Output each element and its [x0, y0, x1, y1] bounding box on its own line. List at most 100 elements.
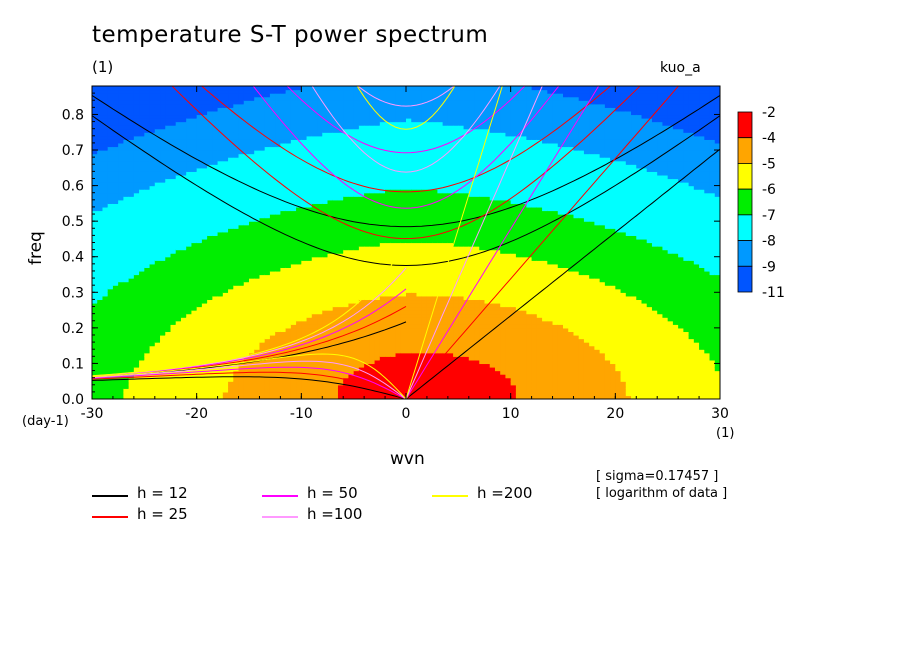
heatmap-cell	[301, 185, 308, 190]
heatmap-cell	[337, 86, 344, 91]
heatmap-cell	[102, 285, 109, 290]
heatmap-cell	[317, 249, 323, 254]
heatmap-cell	[322, 381, 329, 386]
heatmap-cell	[160, 214, 166, 219]
heatmap-cell	[175, 221, 182, 226]
heatmap-cell	[133, 377, 140, 382]
heatmap-cell	[107, 285, 114, 290]
heatmap-cell	[228, 182, 234, 187]
heatmap-cell	[322, 256, 329, 261]
heatmap-cell	[306, 302, 313, 308]
heatmap-cell	[264, 349, 271, 354]
heatmap-cell	[191, 331, 198, 336]
heatmap-cell	[364, 331, 370, 336]
heatmap-cell	[290, 228, 297, 233]
heatmap-cell	[249, 121, 255, 126]
heatmap-cell	[343, 374, 350, 379]
heatmap-cell	[217, 270, 224, 276]
heatmap-cell	[254, 100, 261, 105]
heatmap-cell	[191, 263, 198, 268]
heatmap-cell	[212, 210, 219, 215]
heatmap-cell	[133, 103, 140, 108]
heatmap-cell	[353, 359, 360, 365]
heatmap-cell	[191, 352, 198, 357]
heatmap-cell	[196, 285, 203, 290]
heatmap-cell	[243, 327, 250, 333]
heatmap-cell	[317, 374, 323, 379]
heatmap-cell	[144, 171, 151, 176]
heatmap-cell	[165, 391, 172, 397]
heatmap-cell	[207, 281, 213, 286]
heatmap-cell	[358, 153, 365, 158]
heatmap-cell	[264, 238, 271, 244]
heatmap-cell	[102, 185, 109, 190]
heatmap-cell	[165, 135, 172, 140]
heatmap-cell	[254, 221, 261, 226]
heatmap-cell	[97, 299, 104, 304]
heatmap-cell	[233, 374, 240, 379]
heatmap-cell	[186, 381, 193, 386]
heatmap-cell	[212, 231, 219, 236]
heatmap-cell	[196, 263, 203, 268]
heatmap-cell	[285, 249, 292, 254]
heatmap-cell	[112, 338, 119, 343]
heatmap-cell	[222, 288, 229, 293]
heatmap-cell	[128, 253, 135, 258]
heatmap-cell	[275, 310, 281, 315]
heatmap-cell	[212, 132, 219, 137]
heatmap-cell	[337, 103, 344, 108]
heatmap-cell	[222, 238, 229, 244]
heatmap-cell	[149, 100, 156, 105]
heatmap-cell	[296, 121, 302, 126]
heatmap-cell	[238, 150, 245, 155]
heatmap-cell	[118, 270, 124, 276]
heatmap-cell	[369, 103, 376, 108]
heatmap-cell	[337, 182, 344, 187]
heatmap-cell	[107, 231, 114, 236]
heatmap-cell	[233, 349, 240, 354]
heatmap-cell	[112, 359, 119, 365]
heatmap-cell	[133, 285, 140, 290]
heatmap-cell	[249, 391, 255, 397]
heatmap-cell	[144, 192, 151, 197]
heatmap-cell	[217, 103, 224, 108]
heatmap-cell	[249, 295, 255, 301]
heatmap-cell	[149, 246, 156, 251]
heatmap-cell	[133, 352, 140, 357]
heatmap-cell	[275, 121, 281, 126]
heatmap-cell	[311, 142, 318, 148]
heatmap-cell	[92, 153, 98, 158]
heatmap-cell	[97, 110, 104, 116]
heatmap-cell	[353, 174, 360, 180]
heatmap-cell	[306, 189, 313, 194]
heatmap-cell	[337, 171, 344, 176]
heatmap-cell	[92, 246, 98, 251]
heatmap-cell	[343, 313, 350, 318]
heatmap-cell	[385, 292, 391, 297]
heatmap-cell	[332, 135, 339, 140]
heatmap-cell	[160, 89, 166, 94]
heatmap-cell	[191, 132, 198, 137]
heatmap-cell	[160, 93, 166, 98]
heatmap-cell	[269, 352, 276, 357]
heatmap-cell	[374, 374, 381, 379]
heatmap-cell	[358, 331, 365, 336]
heatmap-cell	[222, 93, 229, 98]
heatmap-cell	[348, 391, 355, 397]
heatmap-cell	[217, 185, 224, 190]
heatmap-cell	[149, 210, 156, 215]
heatmap-cell	[369, 89, 376, 94]
heatmap-cell	[165, 342, 172, 347]
heatmap-cell	[102, 132, 109, 137]
heatmap-cell	[201, 210, 208, 215]
heatmap-cell	[175, 263, 182, 268]
heatmap-cell	[144, 388, 151, 393]
heatmap-cell	[207, 260, 213, 265]
heatmap-cell	[306, 228, 313, 233]
heatmap-cell	[249, 338, 255, 343]
heatmap-cell	[358, 210, 365, 215]
heatmap-cell	[144, 238, 151, 244]
heatmap-cell	[296, 310, 302, 315]
heatmap-cell	[369, 285, 376, 290]
heatmap-cell	[191, 235, 198, 240]
